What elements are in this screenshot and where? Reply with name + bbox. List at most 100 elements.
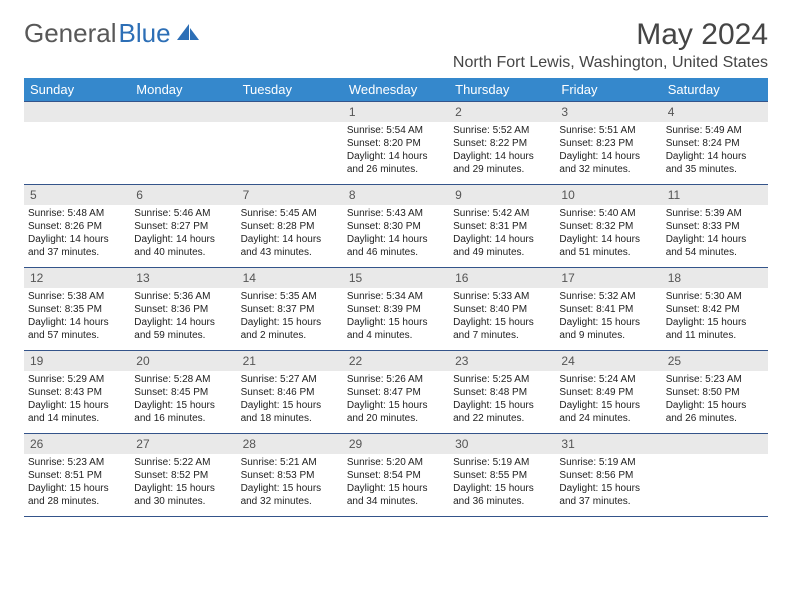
- cell-line: Daylight: 15 hours: [453, 482, 551, 495]
- date-number: [24, 102, 130, 122]
- calendar-cell: 14Sunrise: 5:35 AMSunset: 8:37 PMDayligh…: [237, 268, 343, 350]
- cell-line: Sunrise: 5:38 AM: [28, 290, 126, 303]
- cell-line: Sunset: 8:48 PM: [453, 386, 551, 399]
- date-number: 30: [449, 434, 555, 454]
- cell-line: Daylight: 14 hours: [347, 150, 445, 163]
- date-number: 29: [343, 434, 449, 454]
- cell-line: Sunset: 8:24 PM: [666, 137, 764, 150]
- cell-line: Sunrise: 5:33 AM: [453, 290, 551, 303]
- cell-line: Sunrise: 5:23 AM: [28, 456, 126, 469]
- calendar-cell: 29Sunrise: 5:20 AMSunset: 8:54 PMDayligh…: [343, 434, 449, 516]
- cell-line: Sunrise: 5:52 AM: [453, 124, 551, 137]
- cell-line: Sunset: 8:49 PM: [559, 386, 657, 399]
- cell-body: Sunrise: 5:34 AMSunset: 8:39 PMDaylight:…: [343, 288, 449, 342]
- cell-line: and 51 minutes.: [559, 246, 657, 259]
- cell-line: and 32 minutes.: [559, 163, 657, 176]
- logo: GeneralBlue: [24, 18, 202, 49]
- cell-line: Daylight: 14 hours: [28, 233, 126, 246]
- calendar-week: 12Sunrise: 5:38 AMSunset: 8:35 PMDayligh…: [24, 268, 768, 351]
- cell-line: Sunrise: 5:49 AM: [666, 124, 764, 137]
- cell-body: Sunrise: 5:49 AMSunset: 8:24 PMDaylight:…: [662, 122, 768, 176]
- cell-line: Sunrise: 5:27 AM: [241, 373, 339, 386]
- cell-line: Sunrise: 5:35 AM: [241, 290, 339, 303]
- calendar-cell: 23Sunrise: 5:25 AMSunset: 8:48 PMDayligh…: [449, 351, 555, 433]
- calendar-cell: 24Sunrise: 5:24 AMSunset: 8:49 PMDayligh…: [555, 351, 661, 433]
- cell-body: Sunrise: 5:54 AMSunset: 8:20 PMDaylight:…: [343, 122, 449, 176]
- cell-line: and 37 minutes.: [28, 246, 126, 259]
- calendar-cell: 20Sunrise: 5:28 AMSunset: 8:45 PMDayligh…: [130, 351, 236, 433]
- cell-body: Sunrise: 5:42 AMSunset: 8:31 PMDaylight:…: [449, 205, 555, 259]
- cell-line: Sunset: 8:26 PM: [28, 220, 126, 233]
- cell-body: Sunrise: 5:36 AMSunset: 8:36 PMDaylight:…: [130, 288, 236, 342]
- date-number: 1: [343, 102, 449, 122]
- cell-line: Sunrise: 5:28 AM: [134, 373, 232, 386]
- date-number: 9: [449, 185, 555, 205]
- cell-line: and 26 minutes.: [666, 412, 764, 425]
- date-number: 20: [130, 351, 236, 371]
- cell-body: Sunrise: 5:24 AMSunset: 8:49 PMDaylight:…: [555, 371, 661, 425]
- cell-body: Sunrise: 5:19 AMSunset: 8:55 PMDaylight:…: [449, 454, 555, 508]
- cell-line: and 57 minutes.: [28, 329, 126, 342]
- calendar-cell: 17Sunrise: 5:32 AMSunset: 8:41 PMDayligh…: [555, 268, 661, 350]
- calendar-cell: 4Sunrise: 5:49 AMSunset: 8:24 PMDaylight…: [662, 102, 768, 184]
- date-number: 22: [343, 351, 449, 371]
- calendar-cell: 13Sunrise: 5:36 AMSunset: 8:36 PMDayligh…: [130, 268, 236, 350]
- date-number: 27: [130, 434, 236, 454]
- calendar-cell: 8Sunrise: 5:43 AMSunset: 8:30 PMDaylight…: [343, 185, 449, 267]
- calendar-cell: 2Sunrise: 5:52 AMSunset: 8:22 PMDaylight…: [449, 102, 555, 184]
- date-number: 5: [24, 185, 130, 205]
- cell-line: Sunset: 8:35 PM: [28, 303, 126, 316]
- date-number: 23: [449, 351, 555, 371]
- cell-body: Sunrise: 5:38 AMSunset: 8:35 PMDaylight:…: [24, 288, 130, 342]
- calendar-cell: 10Sunrise: 5:40 AMSunset: 8:32 PMDayligh…: [555, 185, 661, 267]
- date-number: 19: [24, 351, 130, 371]
- cell-line: Sunset: 8:23 PM: [559, 137, 657, 150]
- logo-sail-icon: [173, 18, 202, 49]
- cell-body: Sunrise: 5:46 AMSunset: 8:27 PMDaylight:…: [130, 205, 236, 259]
- cell-body: Sunrise: 5:33 AMSunset: 8:40 PMDaylight:…: [449, 288, 555, 342]
- calendar-week: 19Sunrise: 5:29 AMSunset: 8:43 PMDayligh…: [24, 351, 768, 434]
- cell-body: [662, 454, 768, 456]
- calendar-cell: [237, 102, 343, 184]
- cell-line: Sunset: 8:33 PM: [666, 220, 764, 233]
- cell-line: and 16 minutes.: [134, 412, 232, 425]
- calendar-cell: 31Sunrise: 5:19 AMSunset: 8:56 PMDayligh…: [555, 434, 661, 516]
- date-number: 6: [130, 185, 236, 205]
- date-number: 2: [449, 102, 555, 122]
- cell-line: and 29 minutes.: [453, 163, 551, 176]
- date-number: 3: [555, 102, 661, 122]
- cell-line: Sunset: 8:32 PM: [559, 220, 657, 233]
- cell-line: Sunset: 8:56 PM: [559, 469, 657, 482]
- date-number: 24: [555, 351, 661, 371]
- cell-line: Sunset: 8:43 PM: [28, 386, 126, 399]
- weekday-sat: Saturday: [662, 78, 768, 101]
- cell-line: and 2 minutes.: [241, 329, 339, 342]
- cell-body: Sunrise: 5:21 AMSunset: 8:53 PMDaylight:…: [237, 454, 343, 508]
- cell-body: Sunrise: 5:43 AMSunset: 8:30 PMDaylight:…: [343, 205, 449, 259]
- cell-line: Sunrise: 5:45 AM: [241, 207, 339, 220]
- cell-line: Sunset: 8:47 PM: [347, 386, 445, 399]
- cell-line: and 43 minutes.: [241, 246, 339, 259]
- cell-line: and 49 minutes.: [453, 246, 551, 259]
- weekday-thu: Thursday: [449, 78, 555, 101]
- weekday-header: Sunday Monday Tuesday Wednesday Thursday…: [24, 78, 768, 101]
- location-label: North Fort Lewis, Washington, United Sta…: [24, 54, 768, 72]
- calendar-cell: 7Sunrise: 5:45 AMSunset: 8:28 PMDaylight…: [237, 185, 343, 267]
- date-number: 21: [237, 351, 343, 371]
- cell-line: Sunset: 8:20 PM: [347, 137, 445, 150]
- logo-text-general: General: [24, 18, 117, 49]
- cell-line: and 40 minutes.: [134, 246, 232, 259]
- cell-line: Sunrise: 5:29 AM: [28, 373, 126, 386]
- weeks-container: 1Sunrise: 5:54 AMSunset: 8:20 PMDaylight…: [24, 101, 768, 517]
- date-number: 13: [130, 268, 236, 288]
- date-number: 12: [24, 268, 130, 288]
- cell-line: Sunset: 8:39 PM: [347, 303, 445, 316]
- cell-body: [24, 122, 130, 124]
- cell-line: Sunrise: 5:22 AM: [134, 456, 232, 469]
- cell-body: Sunrise: 5:39 AMSunset: 8:33 PMDaylight:…: [662, 205, 768, 259]
- calendar-cell: 30Sunrise: 5:19 AMSunset: 8:55 PMDayligh…: [449, 434, 555, 516]
- cell-line: Sunset: 8:50 PM: [666, 386, 764, 399]
- cell-line: and 54 minutes.: [666, 246, 764, 259]
- cell-line: Daylight: 14 hours: [347, 233, 445, 246]
- calendar-cell: [130, 102, 236, 184]
